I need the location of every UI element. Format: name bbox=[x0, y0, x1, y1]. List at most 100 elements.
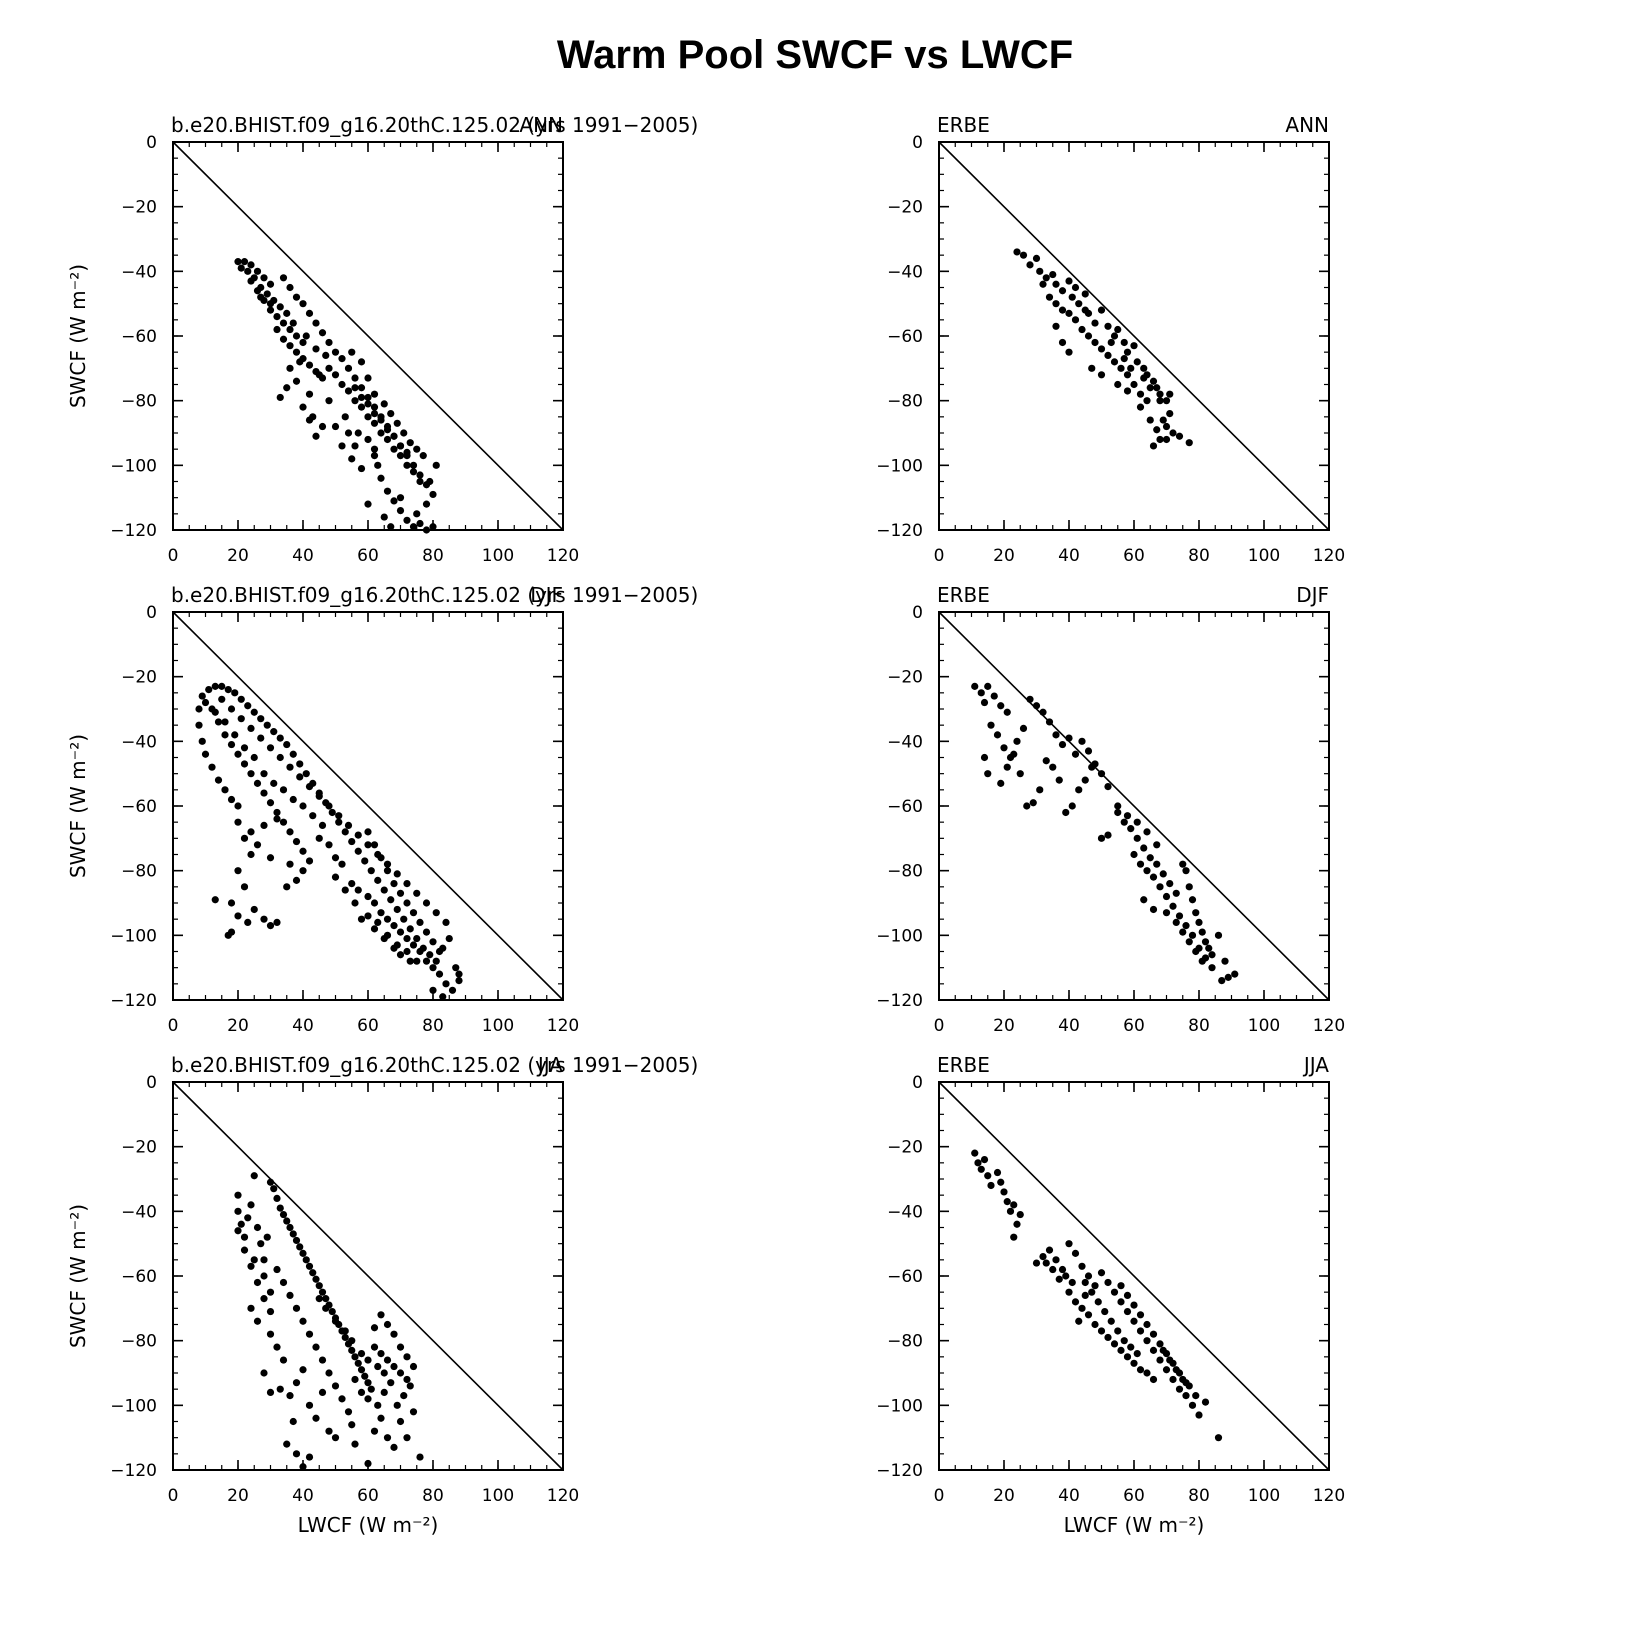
data-point bbox=[211, 896, 219, 904]
y-tick-label: −100 bbox=[876, 456, 923, 476]
data-point bbox=[331, 1317, 340, 1325]
data-point bbox=[351, 1375, 359, 1384]
data-point bbox=[977, 1165, 985, 1173]
data-point bbox=[1036, 267, 1044, 275]
data-point bbox=[1192, 1392, 1200, 1400]
data-point bbox=[292, 332, 301, 340]
scatter-series bbox=[234, 258, 440, 534]
data-point bbox=[1114, 802, 1122, 810]
data-point bbox=[1208, 951, 1216, 959]
data-point bbox=[1159, 1346, 1167, 1354]
data-point bbox=[296, 760, 304, 768]
data-point bbox=[1208, 964, 1216, 972]
data-point bbox=[1156, 883, 1164, 891]
data-point bbox=[315, 1295, 323, 1303]
data-point bbox=[1019, 251, 1028, 259]
data-point bbox=[240, 744, 249, 752]
data-point bbox=[305, 390, 314, 398]
data-point bbox=[1104, 322, 1112, 330]
data-point bbox=[1075, 786, 1083, 794]
data-point bbox=[400, 915, 408, 923]
data-point bbox=[1110, 358, 1119, 366]
y-tick-label: −80 bbox=[887, 1332, 923, 1352]
data-point bbox=[315, 1282, 323, 1290]
data-point bbox=[1231, 970, 1239, 978]
data-point bbox=[1013, 248, 1021, 256]
data-point bbox=[1114, 325, 1122, 334]
data-point bbox=[260, 1272, 268, 1280]
data-point bbox=[302, 1256, 310, 1264]
data-point bbox=[240, 1233, 249, 1241]
data-point bbox=[1078, 325, 1086, 334]
data-point bbox=[240, 258, 249, 266]
data-point bbox=[1058, 338, 1067, 347]
data-point bbox=[273, 1265, 281, 1274]
x-tick-label: 40 bbox=[292, 1486, 314, 1506]
x-tick-label: 40 bbox=[1058, 1016, 1080, 1036]
data-point bbox=[364, 413, 372, 421]
data-point bbox=[1185, 1382, 1193, 1390]
data-point bbox=[1169, 902, 1177, 910]
data-point bbox=[361, 1372, 369, 1380]
data-point bbox=[1149, 1346, 1158, 1354]
data-point bbox=[1032, 702, 1041, 710]
data-point bbox=[283, 1217, 291, 1225]
data-point bbox=[1198, 928, 1206, 936]
data-point bbox=[299, 403, 307, 411]
data-point bbox=[227, 740, 236, 749]
data-point bbox=[1185, 439, 1193, 447]
data-point bbox=[452, 964, 460, 972]
x-tick-label: 20 bbox=[227, 1486, 249, 1506]
x-tick-label: 40 bbox=[292, 1016, 314, 1036]
data-point bbox=[266, 1330, 275, 1338]
data-point bbox=[396, 494, 405, 502]
y-tick-label: −60 bbox=[887, 327, 923, 347]
data-point bbox=[1182, 1392, 1190, 1400]
data-point bbox=[409, 1408, 418, 1416]
data-point bbox=[1136, 1327, 1145, 1335]
data-point bbox=[325, 338, 333, 347]
data-point bbox=[247, 261, 255, 269]
data-point bbox=[354, 831, 362, 839]
panel-left-label: ERBE bbox=[937, 1053, 990, 1077]
data-point bbox=[387, 896, 395, 904]
data-point bbox=[318, 821, 327, 830]
data-point bbox=[1045, 1246, 1054, 1254]
data-point bbox=[1127, 1343, 1135, 1351]
data-point bbox=[357, 464, 366, 473]
data-point bbox=[234, 867, 242, 875]
data-point bbox=[1084, 1311, 1093, 1319]
data-point bbox=[283, 740, 291, 749]
data-point bbox=[289, 1417, 297, 1426]
y-tick-label: −120 bbox=[876, 991, 923, 1011]
x-tick-label: 100 bbox=[1248, 1486, 1280, 1506]
data-point bbox=[1224, 973, 1232, 981]
data-point bbox=[980, 1156, 989, 1164]
data-point bbox=[315, 792, 323, 800]
data-point bbox=[354, 886, 362, 894]
data-point bbox=[409, 461, 418, 469]
data-point bbox=[1045, 293, 1054, 301]
data-point bbox=[273, 808, 281, 817]
data-point bbox=[1068, 802, 1076, 810]
reference-line bbox=[938, 1081, 1330, 1471]
data-point bbox=[234, 258, 242, 266]
data-point bbox=[266, 854, 275, 862]
data-point bbox=[292, 1450, 301, 1458]
data-point bbox=[403, 1434, 411, 1442]
data-point bbox=[325, 364, 333, 372]
data-point bbox=[416, 1453, 424, 1461]
data-point bbox=[205, 686, 213, 694]
y-tick-label: −80 bbox=[121, 1332, 157, 1352]
data-point bbox=[299, 1463, 307, 1471]
data-point bbox=[364, 912, 372, 920]
data-point bbox=[393, 1401, 401, 1409]
data-point bbox=[364, 393, 372, 402]
data-point bbox=[244, 918, 252, 927]
data-point bbox=[214, 718, 223, 726]
data-point bbox=[331, 1434, 340, 1442]
data-point bbox=[370, 419, 379, 427]
data-point bbox=[1003, 708, 1011, 716]
data-point bbox=[364, 841, 372, 849]
data-point bbox=[390, 497, 398, 505]
